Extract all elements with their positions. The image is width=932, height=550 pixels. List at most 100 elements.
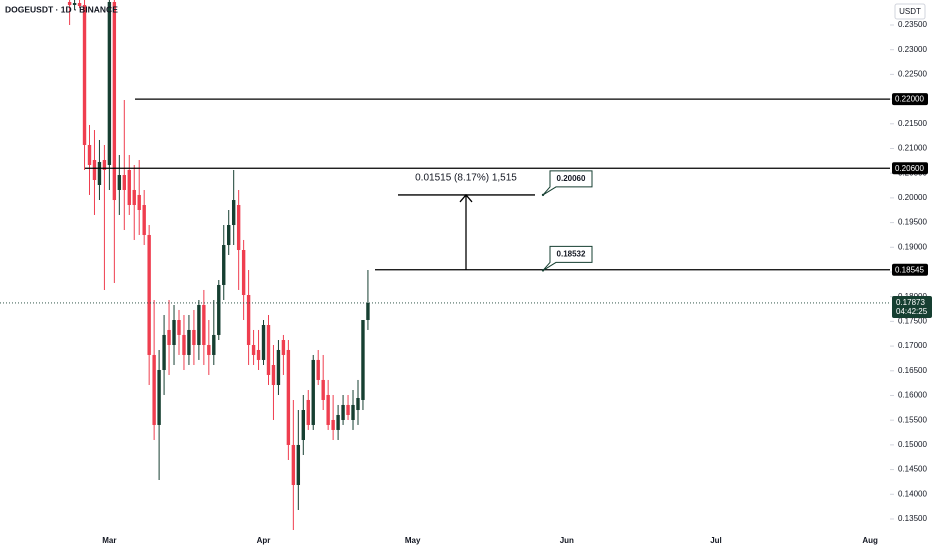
chart-title: DOGEUSDT · 1D · BINANCE <box>5 4 118 14</box>
candle-body <box>331 419 335 430</box>
candle-body <box>321 379 325 400</box>
candle-body <box>87 144 92 165</box>
candle-body <box>137 194 141 210</box>
candle-body <box>351 404 355 420</box>
y-tick-label: 0.22500 <box>898 70 927 79</box>
x-tick-label: Mar <box>102 536 116 545</box>
candle-body <box>291 444 296 485</box>
candle-body <box>266 324 271 375</box>
candle-body <box>147 234 151 355</box>
candle-body <box>142 205 146 235</box>
candle-body <box>122 175 127 190</box>
candle-body <box>212 334 216 355</box>
callout-box <box>542 170 593 196</box>
candle-body <box>256 349 261 360</box>
candle-body <box>326 394 330 425</box>
candle-body <box>286 349 291 445</box>
candle-body <box>356 398 360 411</box>
candle-body <box>112 1 117 201</box>
plot-area: 0.01515 (8.17%) 1,515 0.20060 0.18532 <box>0 0 890 530</box>
candle-body <box>361 320 365 400</box>
candle-body <box>97 161 102 185</box>
candle-body <box>271 365 276 386</box>
price-axis: 0.13500 0.14000 0.14500 0.15000 0.15500 0.160… <box>890 20 932 523</box>
candle-body <box>296 444 301 485</box>
x-tick-label: Jun <box>560 536 574 545</box>
candle-body <box>192 329 196 345</box>
candle-body <box>346 404 350 415</box>
candle-body <box>236 205 241 251</box>
y-tick-label: 0.23000 <box>898 45 927 54</box>
x-tick-label: Apr <box>257 536 271 545</box>
candle-body <box>202 304 206 345</box>
candle-body <box>127 169 131 206</box>
candle-body <box>336 414 340 430</box>
candle-body <box>306 399 310 425</box>
y-tick-label: 0.19500 <box>898 218 927 227</box>
x-tick-label: Aug <box>862 536 878 545</box>
candle-body <box>366 302 370 321</box>
y-tick-label: 0.16500 <box>898 366 927 375</box>
candle-body <box>172 320 176 345</box>
candle-body <box>132 189 136 206</box>
callout-box <box>542 245 593 271</box>
candle-body <box>117 175 122 190</box>
candle-body <box>197 304 201 345</box>
candle-body <box>72 3 77 5</box>
candle-body <box>182 334 186 355</box>
callout-label: 0.20060 <box>557 174 586 183</box>
candle-body <box>177 320 181 335</box>
y-tick-label: 0.19000 <box>898 242 927 251</box>
candle-body <box>261 324 266 360</box>
current-price-label: 0.17873 <box>896 298 925 307</box>
candle-body <box>162 334 166 370</box>
level-label-bg <box>892 263 928 276</box>
y-tick-label: 0.15500 <box>898 415 927 424</box>
y-tick-label: 0.13500 <box>898 514 927 523</box>
candle-body <box>316 359 320 380</box>
x-tick-label: May <box>405 536 421 545</box>
callout-label: 0.18532 <box>557 250 586 259</box>
y-tick-label: 0.17000 <box>898 341 927 350</box>
level-label: 0.20600 <box>895 164 924 173</box>
x-tick-label: Jul <box>710 536 722 545</box>
current-price-bg <box>892 295 932 318</box>
candle-body <box>157 369 161 425</box>
candle-body <box>207 344 211 355</box>
candle-body <box>341 404 345 420</box>
candle-body <box>301 410 305 440</box>
level-label-bg <box>892 93 928 106</box>
candle-body <box>167 329 171 345</box>
y-tick-label: 0.21000 <box>898 144 927 153</box>
y-tick-label: 0.20000 <box>898 193 927 202</box>
candle-body <box>92 160 97 181</box>
candle-body <box>77 3 82 6</box>
candle-body <box>82 4 87 145</box>
y-tick-label: 0.14000 <box>898 489 927 498</box>
unit-label[interactable]: USDT <box>899 7 921 16</box>
candle-body <box>276 349 281 386</box>
measure-text: 0.01515 (8.17%) 1,515 <box>415 173 517 184</box>
y-tick-label: 0.14500 <box>898 465 927 474</box>
candle-body <box>217 284 221 335</box>
candle-body <box>67 1 72 5</box>
candle-body <box>222 245 226 285</box>
level-label: 0.18545 <box>895 265 924 274</box>
y-tick-label: 0.15000 <box>898 440 927 449</box>
unit-box[interactable] <box>894 3 926 20</box>
candle-body <box>281 340 286 355</box>
candle-body <box>227 225 231 246</box>
arrow-head <box>459 193 473 203</box>
candle-body <box>241 250 246 296</box>
y-tick-label: 0.23500 <box>898 20 927 29</box>
candle-body <box>251 344 256 355</box>
candle-body <box>102 160 107 170</box>
y-tick-label: 0.16000 <box>898 391 927 400</box>
y-tick-label: 0.21500 <box>898 119 927 128</box>
candle-body <box>311 359 315 425</box>
countdown-label: 04:42:25 <box>896 307 928 316</box>
candle-body <box>231 200 236 226</box>
candle-body <box>107 1 112 165</box>
candle-body <box>187 329 191 355</box>
